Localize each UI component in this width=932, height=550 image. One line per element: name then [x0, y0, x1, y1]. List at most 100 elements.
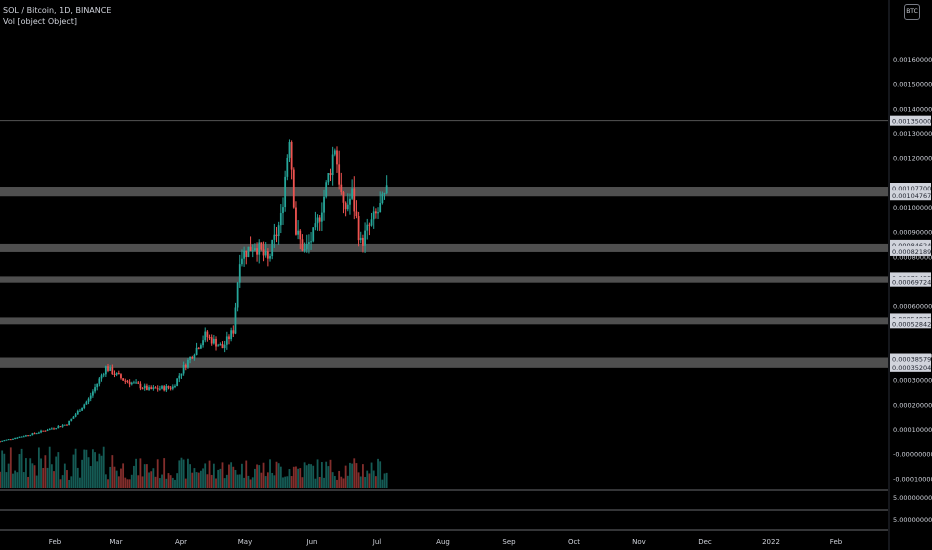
candle-body — [310, 241, 312, 243]
currency-badge[interactable]: BTC — [904, 4, 920, 20]
candle-body — [3, 440, 6, 442]
candle-body — [169, 387, 172, 389]
volume-bar — [182, 459, 185, 488]
candle-body — [135, 382, 137, 384]
candle-body — [20, 436, 23, 438]
candle-body — [266, 251, 269, 259]
candle-body — [191, 356, 194, 359]
volume-bar — [107, 479, 109, 488]
candle-body — [351, 188, 354, 199]
volume-bar — [346, 475, 349, 488]
candle-body — [370, 219, 373, 226]
volume-bar — [100, 455, 103, 488]
candle-body — [219, 344, 222, 346]
candle-body — [120, 374, 122, 379]
candle-body — [111, 367, 114, 375]
candle-body — [206, 331, 209, 338]
candlesticks — [0, 139, 388, 443]
volume-bar — [18, 454, 21, 488]
volume-bar — [349, 462, 351, 488]
candle-body — [70, 418, 73, 421]
volume-bar — [57, 452, 60, 488]
volume-bar — [327, 466, 330, 488]
volume-bar — [85, 449, 88, 488]
x-tick-label: May — [238, 538, 252, 546]
candle-body — [314, 223, 317, 228]
lower-panes — [0, 0, 890, 550]
candle-body — [299, 230, 302, 240]
candle-body — [368, 224, 371, 226]
volume-bar — [22, 472, 25, 488]
x-tick-label: Sep — [502, 538, 516, 546]
candle-body — [130, 382, 133, 385]
candle-body — [87, 398, 90, 402]
candle-body — [241, 258, 243, 265]
y-tick-label: 0.00020000 — [893, 401, 932, 409]
candle-body — [208, 337, 211, 339]
y-tick-label: 0.00130000 — [893, 130, 932, 138]
volume-bar — [338, 470, 341, 488]
volume-bar — [199, 470, 202, 488]
candle-body — [247, 246, 250, 257]
candle-body — [232, 330, 235, 334]
level-label-box — [890, 115, 931, 126]
volume-bar — [27, 476, 29, 488]
volume-bar — [377, 458, 379, 488]
candle-body — [282, 207, 284, 214]
volume-bar — [130, 474, 133, 488]
volume-bar — [308, 463, 310, 488]
level-label-box — [890, 190, 931, 201]
volume-bar — [46, 467, 49, 488]
volume-bar — [212, 463, 215, 488]
volume-bar — [275, 461, 278, 488]
candle-body — [258, 242, 261, 255]
volume-bar — [117, 476, 120, 488]
candle-body — [338, 164, 341, 185]
volume-bar — [135, 458, 137, 488]
candle-body — [366, 224, 369, 231]
volume-bar — [260, 472, 263, 488]
y-tick-label: 0.00080000 — [893, 253, 932, 261]
volume-bar — [329, 459, 332, 488]
volume-bar — [381, 479, 384, 488]
price-axis: 0.00160000 0.00150000 0.00140000 0.00130000… — [893, 56, 932, 524]
candle-body — [383, 193, 386, 195]
volume-bar — [215, 478, 217, 488]
volume-bar — [282, 477, 284, 488]
candle-body — [107, 366, 109, 371]
candle-body — [137, 382, 140, 384]
candle-body — [96, 383, 99, 388]
level-label-box — [890, 245, 931, 256]
level-label-box — [890, 239, 931, 250]
volume-bar — [236, 474, 239, 488]
level-label: 0.00069724 — [892, 279, 931, 287]
level-label: 0.00084624 — [892, 242, 931, 250]
candle-body — [63, 424, 66, 426]
candle-body — [176, 378, 179, 386]
volume-bar — [72, 454, 75, 488]
y-tick-label: -0.00010000 — [893, 475, 932, 483]
volume-bar — [219, 468, 222, 488]
volume-bar — [158, 478, 161, 488]
candle-body — [195, 347, 198, 355]
candle-body — [94, 387, 96, 392]
volume-bar — [197, 472, 200, 488]
candle-body — [197, 347, 200, 349]
level-label: 0.00082189 — [892, 248, 931, 256]
candle-body — [109, 367, 112, 371]
candle-body — [44, 430, 47, 432]
volume-bar — [35, 475, 38, 488]
candle-body — [279, 213, 282, 226]
zone-1 — [0, 243, 888, 252]
volume-bar — [228, 464, 230, 488]
candle-body — [53, 428, 55, 430]
candle-body — [85, 401, 88, 405]
candle-body — [33, 433, 36, 435]
volume-bar — [89, 466, 92, 488]
volume-bar — [165, 478, 168, 488]
volume-bar — [152, 468, 155, 488]
candle-body — [344, 202, 347, 210]
candle-body — [217, 345, 220, 347]
volume-bar — [115, 470, 118, 488]
